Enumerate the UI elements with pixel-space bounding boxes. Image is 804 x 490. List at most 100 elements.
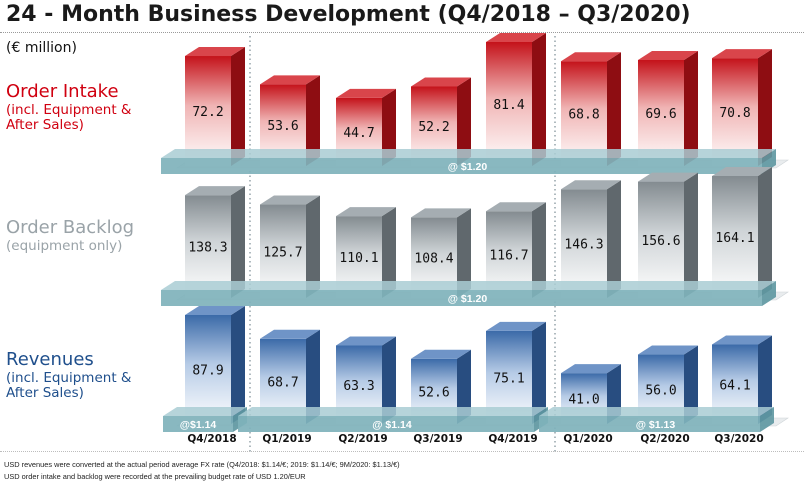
order-intake-bar-side xyxy=(758,49,772,167)
revenues-bar-top xyxy=(486,321,546,331)
revenues-fx-band-top xyxy=(163,407,247,416)
order-intake-bar-side xyxy=(684,50,698,166)
footnote-divider xyxy=(0,451,804,452)
order-backlog-row-label: Order Backlog (equipment only) xyxy=(6,217,135,254)
order-backlog-bar-side xyxy=(607,180,621,298)
order-backlog-bar xyxy=(561,189,607,298)
order-intake-bar-side xyxy=(532,33,546,166)
order-intake-bar xyxy=(486,42,532,166)
revenues-row-label: Revenues (incl. Equipment & After Sales) xyxy=(6,349,132,402)
order-intake-bar-top xyxy=(411,77,471,87)
footnote-1: USD revenues were converted at the actua… xyxy=(4,460,400,469)
revenues-bar-top xyxy=(411,349,471,359)
revenues-bar-top xyxy=(336,336,396,346)
revenues-fx-band-label: @ $1.14 xyxy=(372,419,412,431)
order-intake-row-label: Order Intake (incl. Equipment & After Sa… xyxy=(6,81,132,134)
order-backlog-bar-top xyxy=(185,186,245,196)
order-backlog-bar-side xyxy=(532,202,546,298)
x-axis-tick-label: Q2/2020 xyxy=(640,433,689,445)
revenues-bar-side xyxy=(532,321,546,424)
revenues-fx-band-top xyxy=(238,407,548,416)
order-intake-label: Order Intake xyxy=(6,81,119,102)
order-backlog-fx-band xyxy=(161,290,762,306)
order-backlog-bar-side xyxy=(684,172,698,298)
page-title: 24 - Month Business Development (Q4/2018… xyxy=(6,2,691,27)
x-axis-tick-label: Q1/2020 xyxy=(563,433,612,445)
order-backlog-bar-top xyxy=(561,180,621,190)
order-intake-bar-top xyxy=(336,88,396,98)
order-backlog-bar-top xyxy=(638,172,698,182)
revenues-value-label: 41.0 xyxy=(568,393,599,408)
order-backlog-value-label: 116.7 xyxy=(489,249,528,264)
revenues-fx-band-top xyxy=(539,407,774,416)
revenues-bar-side xyxy=(306,329,320,424)
revenues-value-label: 52.6 xyxy=(418,385,449,400)
order-intake-fx-band xyxy=(161,158,762,174)
revenues-value-label: 68.7 xyxy=(267,375,298,390)
order-backlog-value-label: 125.7 xyxy=(263,245,302,260)
title-divider xyxy=(0,32,804,33)
order-intake-bar xyxy=(638,59,684,166)
order-backlog-bar xyxy=(712,176,758,298)
revenues-value-label: 63.3 xyxy=(343,379,374,394)
order-intake-bar-side xyxy=(382,88,396,166)
x-axis-tick-label: Q3/2020 xyxy=(714,433,763,445)
revenues-fx-band-label: @$1.14 xyxy=(180,419,217,431)
order-backlog-bar-side xyxy=(231,186,245,298)
x-axis-tick-label: Q2/2019 xyxy=(338,433,387,445)
order-intake-bar-top xyxy=(561,52,621,62)
order-intake-value-label: 72.2 xyxy=(192,105,223,120)
order-backlog-value-label: 156.6 xyxy=(641,234,680,249)
order-backlog-bar-top xyxy=(336,207,396,217)
order-backlog-bar-top xyxy=(486,202,546,212)
order-backlog-fx-band-label: @ $1.20 xyxy=(448,293,488,305)
order-intake-value-label: 69.6 xyxy=(645,107,676,122)
order-intake-bar-top xyxy=(638,50,698,60)
order-intake-value-label: 70.8 xyxy=(719,106,750,121)
order-backlog-bar-top xyxy=(411,208,471,218)
unit-label: (€ million) xyxy=(6,40,77,56)
order-intake-bar-top xyxy=(486,33,546,42)
revenues-value-label: 75.1 xyxy=(493,371,524,386)
x-axis-tick-label: Q4/2019 xyxy=(488,433,537,445)
order-backlog-bar xyxy=(638,181,684,298)
order-backlog-value-label: 108.4 xyxy=(414,252,453,267)
order-backlog-bar-side xyxy=(382,207,396,298)
revenues-fx-band xyxy=(238,416,534,432)
order-intake-bar-top xyxy=(185,47,245,57)
order-backlog-bar-side xyxy=(758,167,772,298)
order-intake-bar-top xyxy=(260,75,320,85)
footnotes: USD revenues were converted at the actua… xyxy=(4,459,400,483)
order-backlog-bar xyxy=(185,195,231,298)
order-intake-bar xyxy=(185,56,231,167)
order-backlog-label: Order Backlog xyxy=(6,217,135,238)
order-intake-value-label: 44.7 xyxy=(343,126,374,141)
revenues-fx-band-label: @ $1.13 xyxy=(636,419,676,431)
order-backlog-fx-band-side xyxy=(762,281,776,306)
order-backlog-bar-top xyxy=(260,195,320,205)
order-intake-fx-band-label: @ $1.20 xyxy=(448,161,488,173)
revenues-fx-band xyxy=(539,416,760,432)
revenues-bar-side xyxy=(684,345,698,424)
order-backlog-value-label: 110.1 xyxy=(339,251,378,266)
revenues-fx-band-side xyxy=(760,407,774,432)
x-axis-tick-label: Q4/2018 xyxy=(187,433,236,445)
order-backlog-bar-side xyxy=(306,195,320,298)
revenues-bar-top xyxy=(712,335,772,345)
order-backlog-bar-side xyxy=(457,208,471,298)
order-intake-sub1: (incl. Equipment & xyxy=(6,101,132,118)
order-backlog-fx-band-top xyxy=(161,281,776,290)
revenues-bar xyxy=(185,315,231,424)
revenues-sub1: (incl. Equipment & xyxy=(6,369,132,386)
revenues-value-label: 87.9 xyxy=(192,364,223,379)
order-backlog-value-label: 164.1 xyxy=(715,231,754,246)
revenues-value-label: 64.1 xyxy=(719,378,750,393)
revenues-bar-top xyxy=(260,329,320,339)
revenues-label: Revenues xyxy=(6,349,94,370)
order-intake-bar xyxy=(712,58,758,167)
order-intake-bar-top xyxy=(712,49,772,59)
x-axis-tick-label: Q3/2019 xyxy=(413,433,462,445)
revenues-bar-top xyxy=(638,345,698,355)
revenues-bar-top xyxy=(561,364,621,374)
revenues-bar-side xyxy=(231,306,245,424)
